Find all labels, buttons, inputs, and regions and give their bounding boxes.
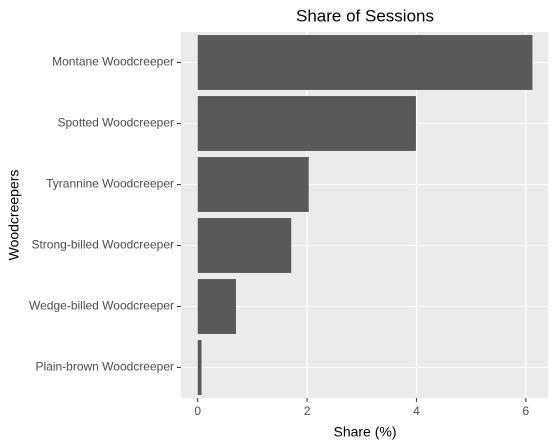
y-tick-label: Wedge-billed Woodcreeper [29, 299, 174, 313]
bar [197, 279, 236, 334]
y-tick-label: Plain-brown Woodcreeper [35, 360, 174, 374]
y-tick-label: Montane Woodcreeper [52, 55, 174, 69]
y-tick-label: Strong-billed Woodcreeper [31, 238, 174, 252]
x-tick-label: 0 [194, 404, 201, 418]
x-tick-label: 2 [304, 404, 311, 418]
y-tick-label: Spotted Woodcreeper [57, 116, 174, 130]
x-tick-label: 4 [413, 404, 420, 418]
bar [197, 96, 416, 151]
y-tick-label: Tyrannine Woodcreeper [46, 177, 174, 191]
bar [197, 157, 309, 212]
bar [197, 340, 202, 395]
bar [197, 218, 292, 273]
bar [197, 35, 533, 90]
plot-background [181, 32, 548, 398]
x-tick-label: 6 [523, 404, 530, 418]
chart-title: Share of Sessions [296, 6, 434, 25]
y-axis-title: Woodcreepers [6, 170, 22, 261]
x-axis-title: Share (%) [333, 424, 396, 440]
